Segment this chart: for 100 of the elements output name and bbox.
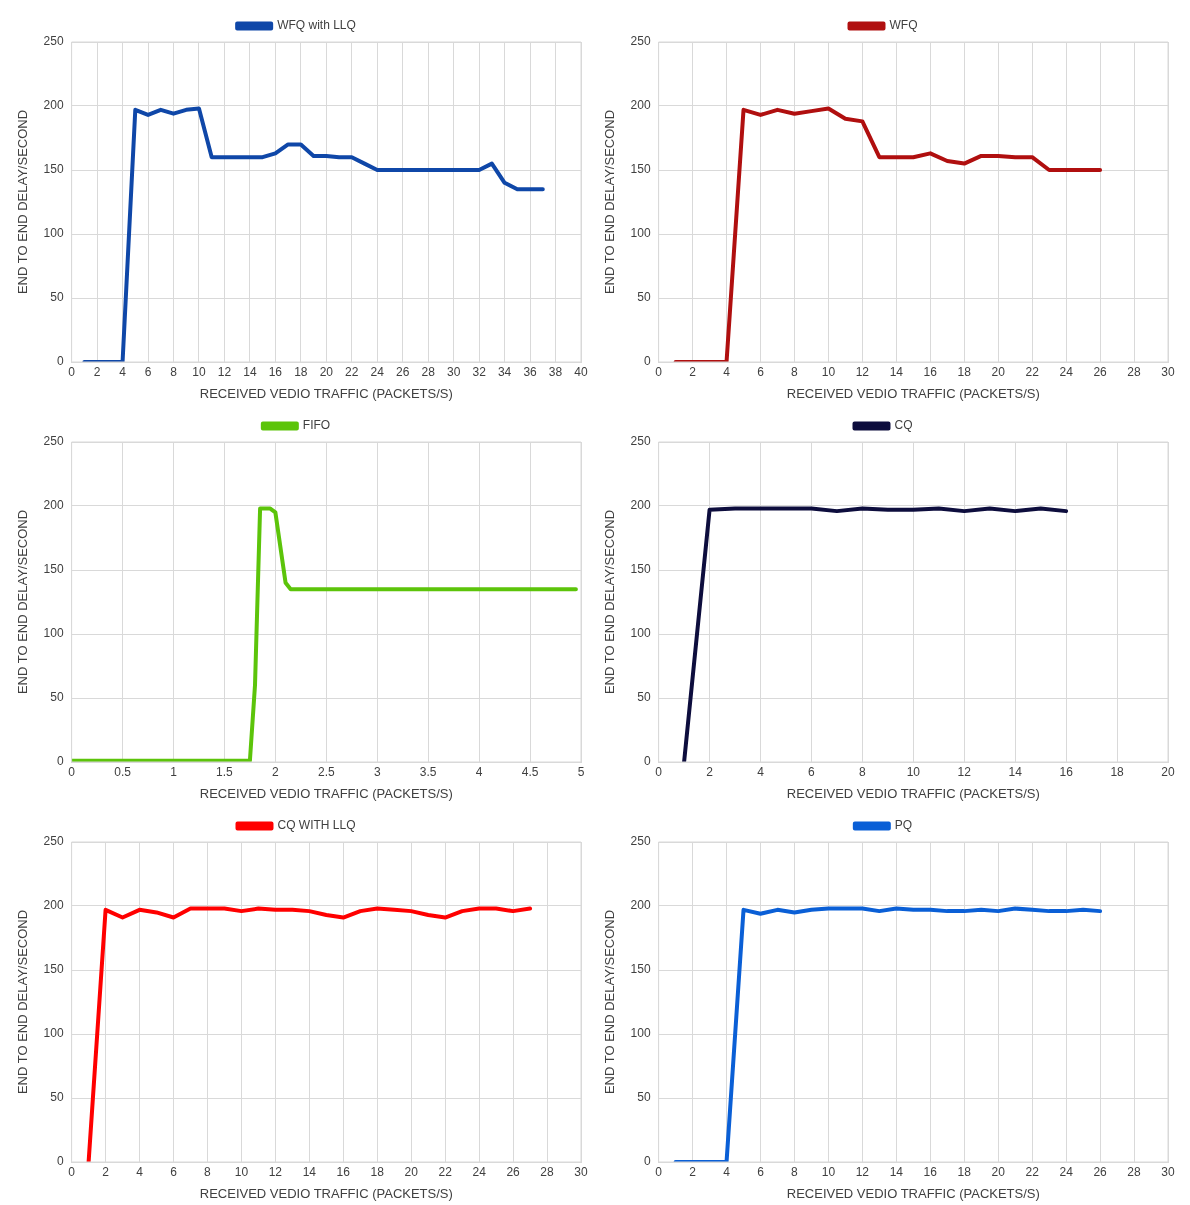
x-tick-label: 0 <box>655 764 663 779</box>
x-tick-label: 16 <box>1059 764 1074 779</box>
y-tick-label: 0 <box>56 354 64 369</box>
x-tick-label: 24 <box>1059 1164 1074 1179</box>
x-tick-label: 18 <box>957 1164 972 1179</box>
x-tick-label: 10 <box>234 1164 249 1179</box>
x-tick-label: 30 <box>446 364 461 379</box>
x-tick-label: 4 <box>475 764 483 779</box>
x-tick-label: 0 <box>68 764 76 779</box>
y-tick-label: 250 <box>630 834 651 849</box>
x-tick-label: 14 <box>1008 764 1023 779</box>
y-tick-label: 250 <box>43 34 64 49</box>
x-tick-label: 6 <box>808 764 816 779</box>
y-tick-label: 200 <box>630 498 651 513</box>
legend-label: PQ <box>894 818 913 833</box>
x-tick-label: 10 <box>821 1164 836 1179</box>
x-tick-label: 2 <box>689 364 697 379</box>
legend-label: CQ WITH LLQ <box>277 818 356 833</box>
x-tick-label: 2 <box>706 764 714 779</box>
y-tick-label: 0 <box>643 754 651 769</box>
x-tick-label: 6 <box>757 1164 765 1179</box>
x-tick-label: 2 <box>93 364 101 379</box>
x-axis-title: RECEIVED VEDIO TRAFFIC (PACKETS/S) <box>199 1185 453 1201</box>
x-tick-label: 0.5 <box>114 764 132 779</box>
y-tick-label: 200 <box>630 98 651 113</box>
x-tick-label: 26 <box>506 1164 521 1179</box>
x-tick-label: 4 <box>723 364 731 379</box>
y-tick-label: 100 <box>43 626 64 641</box>
x-tick-label: 14 <box>889 364 904 379</box>
x-tick-label: 22 <box>1025 364 1040 379</box>
y-tick-label: 150 <box>43 562 64 577</box>
y-tick-label: 0 <box>56 754 64 769</box>
x-tick-label: 0 <box>68 1164 76 1179</box>
x-tick-label: 0 <box>655 364 663 379</box>
x-tick-label: 18 <box>294 364 308 379</box>
x-tick-label: 12 <box>268 1164 283 1179</box>
x-tick-label: 22 <box>1025 1164 1040 1179</box>
y-tick-label: 0 <box>643 1154 651 1169</box>
x-tick-label: 8 <box>170 364 178 379</box>
y-axis-title: END TO END DELAY/SECOND <box>15 109 31 295</box>
y-tick-label: 50 <box>50 690 64 705</box>
x-tick-label: 40 <box>574 364 588 379</box>
x-tick-label: 8 <box>791 1164 799 1179</box>
y-tick-label: 250 <box>43 434 64 449</box>
y-tick-label: 50 <box>637 1090 651 1105</box>
x-tick-label: 26 <box>396 364 410 379</box>
x-tick-label: 4 <box>723 1164 731 1179</box>
legend-label: WFQ <box>889 18 918 33</box>
x-tick-label: 28 <box>540 1164 555 1179</box>
y-tick-label: 150 <box>43 962 64 977</box>
y-tick-label: 50 <box>637 290 651 305</box>
x-tick-label: 24 <box>472 1164 487 1179</box>
y-tick-label: 200 <box>43 898 64 913</box>
x-axis-title: RECEIVED VEDIO TRAFFIC (PACKETS/S) <box>786 385 1040 401</box>
x-tick-label: 8 <box>859 764 867 779</box>
y-tick-label: 100 <box>630 626 651 641</box>
x-tick-label: 24 <box>370 364 385 379</box>
x-tick-label: 20 <box>1161 764 1175 779</box>
x-tick-label: 3 <box>373 764 381 779</box>
x-axis-title: RECEIVED VEDIO TRAFFIC (PACKETS/S) <box>199 785 453 801</box>
x-tick-label: 30 <box>1161 364 1175 379</box>
x-tick-label: 30 <box>574 1164 588 1179</box>
x-tick-label: 34 <box>497 364 512 379</box>
x-tick-label: 2 <box>272 764 280 779</box>
x-tick-label: 4 <box>119 364 127 379</box>
x-tick-label: 14 <box>889 1164 904 1179</box>
x-axis-title: RECEIVED VEDIO TRAFFIC (PACKETS/S) <box>786 785 1040 801</box>
y-axis-title: END TO END DELAY/SECOND <box>602 109 618 295</box>
x-tick-label: 36 <box>523 364 538 379</box>
y-tick-label: 250 <box>630 34 651 49</box>
x-tick-label: 8 <box>791 364 799 379</box>
y-tick-label: 0 <box>56 1154 64 1169</box>
x-tick-label: 3.5 <box>419 764 437 779</box>
x-tick-label: 12 <box>217 364 232 379</box>
x-tick-label: 1.5 <box>216 764 234 779</box>
x-tick-label: 22 <box>438 1164 453 1179</box>
x-tick-label: 14 <box>302 1164 317 1179</box>
y-axis-title: END TO END DELAY/SECOND <box>602 509 618 695</box>
y-tick-label: 150 <box>630 962 651 977</box>
legend-label: FIFO <box>302 418 331 433</box>
y-tick-label: 50 <box>50 1090 64 1105</box>
y-tick-label: 150 <box>630 162 651 177</box>
y-tick-label: 50 <box>50 290 64 305</box>
x-tick-label: 2 <box>102 1164 110 1179</box>
x-axis-title: RECEIVED VEDIO TRAFFIC (PACKETS/S) <box>199 385 453 401</box>
y-tick-label: 0 <box>643 354 651 369</box>
x-tick-label: 12 <box>957 764 972 779</box>
x-tick-label: 12 <box>855 364 870 379</box>
x-tick-label: 18 <box>957 364 972 379</box>
x-tick-label: 24 <box>1059 364 1074 379</box>
x-tick-label: 26 <box>1093 1164 1108 1179</box>
x-tick-label: 10 <box>192 364 206 379</box>
x-tick-label: 12 <box>855 1164 870 1179</box>
x-tick-label: 26 <box>1093 364 1108 379</box>
x-tick-label: 4.5 <box>521 764 539 779</box>
y-tick-label: 250 <box>630 434 651 449</box>
x-tick-label: 10 <box>821 364 836 379</box>
x-tick-label: 2 <box>689 1164 697 1179</box>
y-tick-label: 100 <box>630 1026 651 1041</box>
x-tick-label: 14 <box>243 364 257 379</box>
